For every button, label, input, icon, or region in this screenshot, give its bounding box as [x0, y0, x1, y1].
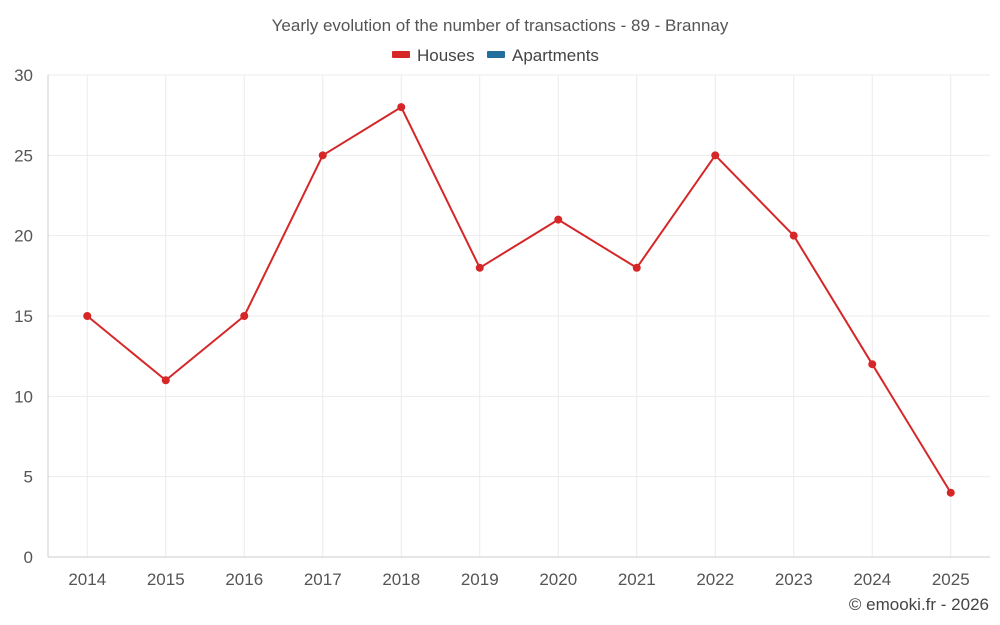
legend-swatch-apartments [487, 51, 505, 58]
legend-swatch-houses [392, 51, 410, 58]
x-tick-label: 2023 [775, 570, 813, 589]
x-tick-label: 2021 [618, 570, 656, 589]
x-tick-label: 2024 [853, 570, 891, 589]
x-tick-label: 2015 [147, 570, 185, 589]
y-tick-label: 20 [14, 227, 33, 246]
legend-label-houses: Houses [417, 46, 475, 65]
legend-item-apartments[interactable]: Apartments [487, 46, 599, 65]
y-tick-label: 15 [14, 307, 33, 326]
data-point-houses [946, 488, 955, 497]
x-tick-label: 2022 [696, 570, 734, 589]
data-point-houses [475, 263, 484, 272]
x-tick-label: 2017 [304, 570, 342, 589]
x-tick-label: 2025 [932, 570, 970, 589]
series-group [83, 103, 955, 497]
legend[interactable]: Houses Apartments [392, 46, 599, 65]
chart-title: Yearly evolution of the number of transa… [272, 16, 729, 35]
data-point-houses [161, 376, 170, 385]
y-tick-label: 25 [14, 146, 33, 165]
series-line-houses [86, 106, 952, 494]
legend-item-houses[interactable]: Houses [392, 46, 475, 65]
y-tick-label: 0 [24, 548, 33, 567]
y-tick-label: 30 [14, 66, 33, 85]
data-point-houses [240, 312, 249, 320]
y-tick-label: 10 [14, 387, 33, 406]
data-point-houses [83, 312, 92, 320]
copyright-footer: © emooki.fr - 2026 [849, 595, 989, 614]
x-tick-label: 2019 [461, 570, 499, 589]
legend-label-apartments: Apartments [512, 46, 599, 65]
data-point-houses [554, 215, 563, 224]
x-tick-label: 2014 [68, 570, 106, 589]
data-point-houses [318, 151, 327, 160]
data-point-houses [868, 360, 877, 369]
y-tick-label: 5 [24, 468, 33, 487]
x-axis: 2014 2015 2016 2017 2018 2019 2020 2021 2022 2023… [68, 570, 969, 589]
data-point-houses [397, 103, 406, 112]
data-point-houses [632, 263, 641, 272]
x-tick-label: 2016 [225, 570, 263, 589]
gridlines [47, 74, 990, 558]
x-tick-label: 2018 [382, 570, 420, 589]
data-point-houses [789, 231, 798, 240]
x-tick-label: 2020 [539, 570, 577, 589]
data-point-houses [711, 151, 720, 160]
y-axis: 0 5 10 15 20 25 30 [14, 66, 33, 567]
